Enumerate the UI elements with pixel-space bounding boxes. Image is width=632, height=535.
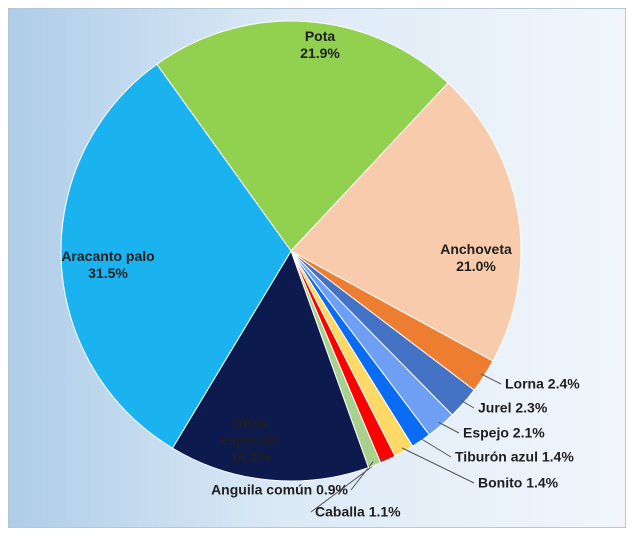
slice-value: 2.3% <box>515 399 548 416</box>
leader-line <box>438 421 460 434</box>
slice-name: Anchoveta <box>440 241 512 257</box>
slice-value: 1.4% <box>526 474 559 491</box>
slice-value: 14.1% <box>230 448 270 465</box>
data-label: Aracanto palo 31.5% <box>61 248 154 282</box>
slice-value: 1.4% <box>541 448 574 465</box>
leader-line <box>480 373 502 385</box>
slice-name: Lorna <box>505 375 544 392</box>
leader-line <box>460 399 475 409</box>
slice-value: 2.4% <box>547 375 580 392</box>
leader-line <box>418 436 452 458</box>
leader-line <box>401 447 475 484</box>
data-label: Caballa 1.1% <box>315 504 401 521</box>
data-label: Otras especies 14.1% <box>210 415 290 466</box>
pie-slice <box>156 20 449 252</box>
data-label: Tiburón azul 1.4% <box>455 449 574 466</box>
slice-name: Bonito <box>478 474 523 491</box>
slice-value: 1.1% <box>368 503 401 520</box>
slice-value: 21.0% <box>456 258 496 274</box>
slice-name: Otras especies <box>220 414 280 448</box>
slice-value: 2.1% <box>512 424 545 441</box>
data-label: Jurel 2.3% <box>478 400 547 417</box>
slice-value: 21.9% <box>300 45 340 61</box>
data-label: Espejo 2.1% <box>463 425 545 442</box>
data-label: Anguila común 0.9% <box>211 482 348 499</box>
data-label: Pota 21.9% <box>300 28 340 62</box>
pie-slice <box>290 82 522 362</box>
pie-slice <box>60 63 292 449</box>
slice-name: Caballa <box>315 503 365 520</box>
slice-name: Aracanto palo <box>61 248 155 264</box>
slice-name: Pota <box>304 28 336 44</box>
leader-line <box>350 461 374 491</box>
data-label: Lorna 2.4% <box>505 376 580 393</box>
data-label: Anchoveta 21.0% <box>440 241 512 275</box>
slice-name: Jurel <box>478 399 512 416</box>
slice-name: Anguila común <box>211 481 313 498</box>
slice-name: Espejo <box>463 424 509 441</box>
slice-name: Tiburón azul <box>455 448 538 465</box>
slice-value: 31.5% <box>88 265 128 281</box>
slice-value: 0.9% <box>316 481 348 498</box>
pie-slice <box>171 249 370 482</box>
data-label: Bonito 1.4% <box>478 475 558 492</box>
